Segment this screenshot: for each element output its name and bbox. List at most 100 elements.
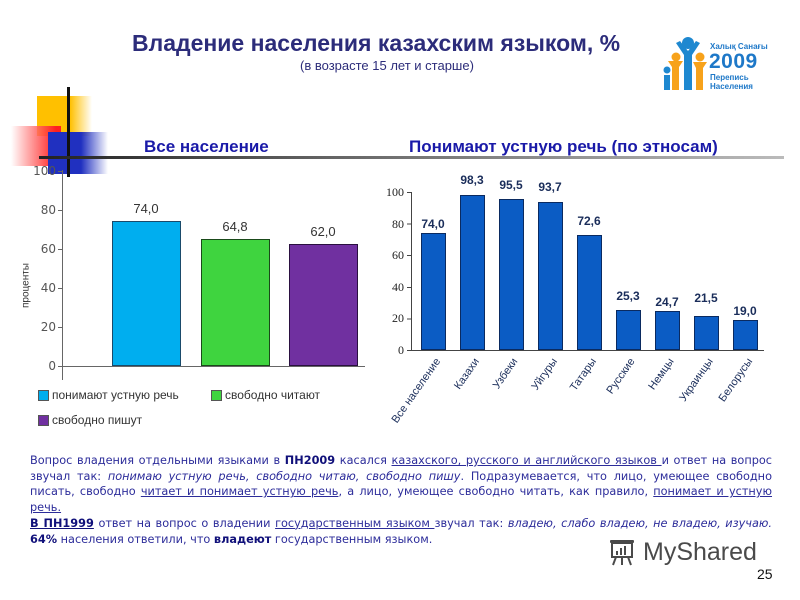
x-label-russians: Русские: [604, 356, 638, 397]
bar-label-ukrainians: 21,5: [694, 291, 718, 305]
bar-label-speech: 74,0: [133, 201, 159, 216]
bar-label-all-population: 74,0: [421, 217, 445, 231]
presentation-board-icon: [610, 540, 634, 566]
bar-uighurs: [538, 202, 563, 350]
bar-label-uighurs: 93,7: [538, 180, 562, 194]
myshared-watermark: MyShared: [607, 537, 757, 567]
reads-understands-underlined: читает и понимает устную речь: [140, 485, 339, 499]
y-tick-80: 80: [392, 217, 404, 231]
y-tick-100: 100: [386, 185, 404, 199]
x-label-ukrainians: Украинцы: [677, 356, 716, 404]
x-label-germans: Немцы: [646, 356, 677, 393]
logo-year: 2009: [709, 50, 758, 73]
y-tick-60: 60: [392, 248, 404, 262]
text-run: , а лицо, умеющее свободно читать, как п…: [338, 485, 654, 499]
y-tick-40: 40: [392, 280, 404, 294]
y-tick-20: 20: [392, 311, 404, 325]
x-label-belarusians: Белорусы: [716, 356, 755, 405]
legend-label-write: свободно пишут: [52, 413, 143, 427]
decorative-blue-block: [48, 132, 108, 174]
text-run: населения ответили, что: [57, 532, 214, 546]
text-run: Вопрос владения отдельными языками в: [30, 454, 285, 467]
state-language-underlined: государственным языком: [275, 516, 435, 530]
answer-options-2009: понимаю устную речь, свободно читаю, сво…: [107, 469, 461, 483]
watermark-text: MyShared: [643, 537, 757, 566]
y-tick-marks: [58, 171, 62, 367]
y-axis-line: [62, 170, 63, 380]
bar-label-write: 62,0: [310, 224, 336, 239]
bar-label-kazakhs: 98,3: [460, 173, 484, 187]
title-text: Владение населения казахским языком, %: [132, 30, 621, 56]
bar-label-germans: 24,7: [655, 295, 679, 309]
bar-uzbeks: [499, 199, 524, 350]
x-label-tatars: Татары: [567, 356, 599, 394]
text-run: ответ на вопрос о владении: [93, 516, 276, 530]
legend-swatch-read: [211, 389, 222, 401]
text-run: государственным языком.: [271, 532, 433, 546]
answer-options-1999: владею, слабо владею, не владею, изучаю.: [507, 516, 772, 530]
decorative-vertical-line: [67, 87, 70, 177]
y-tick-20: 20: [40, 320, 56, 334]
y-tick-80: 80: [40, 203, 56, 217]
census-1999-ref: В ПН1999: [30, 516, 94, 530]
family-figures-icon: [663, 37, 707, 90]
text-run: и ответ на вопрос звучал так:: [30, 454, 772, 483]
percent-64: 64%: [30, 532, 58, 546]
legend-swatch-write: [38, 414, 49, 426]
bar-tatars: [577, 235, 602, 350]
legend-swatch-speech: [38, 389, 49, 401]
legend-label-speech: понимают устную речь: [52, 388, 179, 402]
bar-belarusians: [733, 320, 758, 350]
y-tick-marks: [407, 192, 411, 351]
x-label-uzbeks: Узбеки: [491, 356, 521, 392]
bar-label-tatars: 72,6: [577, 214, 601, 228]
x-axis-line: [411, 350, 764, 351]
y-axis-line: [411, 192, 412, 350]
section-title-by-ethnicity: Понимают устную речь (по этносам): [409, 137, 718, 156]
own-language-bold: владеют: [213, 532, 272, 546]
text-run: звучал так:: [434, 516, 508, 530]
x-label-all-population: Все население: [389, 356, 443, 426]
logo-line3: Перепись: [710, 73, 749, 82]
y-axis-label: проценты: [20, 263, 32, 309]
bar-label-uzbeks: 95,5: [499, 178, 523, 192]
logo-line4: Населения: [710, 82, 753, 91]
bar-label-belarusians: 19,0: [733, 304, 757, 318]
legend-item-write: свободно пишут: [38, 413, 142, 427]
explanation-text: Вопрос владения отдельными языками в ПН2…: [30, 453, 772, 547]
bar-russians: [616, 310, 641, 350]
legend-label-read: свободно читают: [225, 388, 321, 402]
logo-line1: Халық Санағы: [710, 42, 768, 51]
census-2009-ref: ПН2009: [284, 454, 336, 467]
bar-all-population: [421, 233, 446, 350]
bar-label-russians: 25,3: [616, 289, 640, 303]
bar-label-read: 64,8: [222, 219, 248, 234]
section-title-all-population: Все население: [144, 137, 269, 156]
y-tick-100: 100: [33, 164, 56, 178]
x-label-kazakhs: Казахи: [451, 356, 482, 392]
page-subtitle: (в возрасте 15 лет и старше): [300, 58, 474, 73]
x-label-uighurs: Уйгуры: [529, 356, 560, 393]
bar-write: [289, 244, 358, 366]
legend-item-read: свободно читают: [211, 388, 320, 402]
y-tick-0: 0: [48, 359, 56, 373]
bar-speech: [112, 221, 181, 366]
legend-item-speech: понимают устную речь: [38, 388, 179, 402]
bar-germans: [655, 311, 680, 350]
chart-all-population: 100 80 60 40 20 0 проценты 74,0 64,8 62,…: [0, 160, 370, 440]
page-number: 25: [757, 566, 773, 582]
text-run: касался: [335, 454, 392, 467]
y-tick-40: 40: [40, 281, 56, 295]
languages-underlined: казахского, русского и английского языко…: [391, 454, 662, 467]
y-tick-60: 60: [40, 242, 56, 256]
y-tick-0: 0: [398, 343, 404, 357]
understands-speech-underlined: понимает и устную речь.: [30, 485, 773, 515]
bar-ukrainians: [694, 316, 719, 350]
bar-read: [201, 239, 270, 366]
bar-kazakhs: [460, 195, 485, 350]
census-logo: Халық Санағы 2009 Перепись Населения: [662, 35, 777, 95]
chart-by-ethnicity: 100 80 60 40 20 0 74,0 98,3 95,5 93,7 72…: [370, 160, 790, 450]
x-axis-line: [62, 366, 365, 367]
text-run: . Подразумевается, что лицо, умеющее сво…: [30, 469, 772, 499]
decorative-horizontal-line: [39, 156, 784, 159]
